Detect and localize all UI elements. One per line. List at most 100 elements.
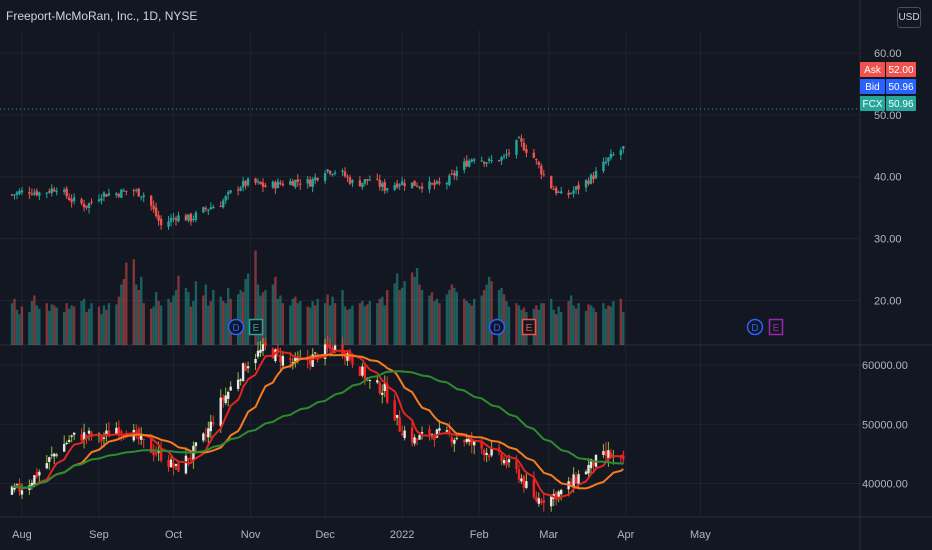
candle-body <box>589 458 593 469</box>
quote-ask: Ask 52.00 <box>860 62 916 77</box>
candle-body <box>497 160 501 162</box>
candle-body <box>15 192 19 195</box>
candle-body <box>505 460 508 466</box>
volume-bar <box>15 309 19 345</box>
candle-body <box>85 435 88 437</box>
candle-body <box>540 500 543 503</box>
candle-body <box>346 176 349 178</box>
quote-label: FCX <box>863 99 883 110</box>
lower-pane-candles <box>10 335 625 512</box>
volume-bar <box>577 303 580 345</box>
event-marker-d: D <box>746 318 764 336</box>
volume-bar <box>415 268 419 345</box>
candle-body <box>358 180 362 187</box>
candle-body <box>351 180 354 184</box>
candle-body <box>378 382 381 394</box>
price-tick-label: 50.00 <box>874 110 902 122</box>
quote-value: 50.96 <box>888 82 913 93</box>
volume-bar <box>403 281 406 345</box>
candle-body <box>453 173 456 176</box>
candle-body <box>142 195 145 197</box>
candle-body <box>358 366 362 376</box>
candle-body <box>584 180 588 188</box>
time-tick-label: Mar <box>539 529 558 541</box>
volume-bar <box>418 284 421 345</box>
volume-bar <box>485 284 488 345</box>
volume-bar <box>167 298 170 345</box>
candle-body <box>289 358 292 360</box>
candle-body <box>72 197 76 201</box>
candle-body <box>410 182 414 188</box>
candle-body <box>622 455 625 460</box>
candle-body <box>395 183 399 188</box>
candle-body <box>328 170 332 174</box>
candle-body <box>400 433 404 436</box>
quote-labels: Ask 52.00 Bid 50.96 FCX 50.96 <box>860 62 916 111</box>
candle-body <box>395 414 399 418</box>
candle-body <box>177 215 180 222</box>
event-marker-letter: E <box>253 323 260 334</box>
volume-bar <box>413 276 416 345</box>
candle-body <box>174 218 178 221</box>
event-marker-e: E <box>521 318 537 336</box>
candle-body <box>172 463 175 469</box>
candle-body <box>376 178 379 180</box>
candle-body <box>10 194 14 196</box>
volume-bar <box>241 292 245 345</box>
volume-bar <box>515 303 518 345</box>
candle-body <box>154 207 158 217</box>
candle-body <box>159 447 163 461</box>
candle-body <box>540 165 543 175</box>
volume-bar <box>135 284 138 345</box>
candle-body <box>323 344 327 359</box>
candle-body <box>107 430 111 437</box>
candle-body <box>207 209 210 211</box>
candle-body <box>313 352 317 354</box>
volume-bar <box>346 309 349 345</box>
lower-price-tick-label: 60000.00 <box>862 360 908 372</box>
volume-bar <box>395 273 399 345</box>
candle-body <box>306 179 309 184</box>
candle-body <box>311 354 314 367</box>
candle-body <box>224 395 227 404</box>
volume-bar <box>594 312 598 345</box>
volume-bar <box>552 309 555 345</box>
time-tick-label: Sep <box>89 529 109 541</box>
candle-body <box>279 354 282 363</box>
candle-body <box>418 186 421 188</box>
volume-bar <box>420 290 424 345</box>
currency-button[interactable]: USD <box>897 7 921 28</box>
candle-body <box>271 348 275 359</box>
event-marker-d: D <box>227 318 245 336</box>
volume-bar <box>557 306 560 345</box>
candle-body <box>117 194 121 197</box>
axes: 60.00 50.00 40.00 30.00 20.00 60000.00 50000.0… <box>12 48 908 541</box>
candle-body <box>341 344 344 355</box>
candle-body <box>403 183 406 187</box>
candle-body <box>463 440 466 443</box>
candle-body <box>244 180 247 186</box>
volume-bar <box>169 302 173 345</box>
candle-body <box>87 203 91 209</box>
volume-bar <box>291 298 295 345</box>
candle-body <box>587 180 590 184</box>
volume-bar <box>445 294 449 345</box>
candle-body <box>80 434 83 441</box>
ma-line-1 <box>11 353 624 490</box>
candle-body <box>537 161 541 165</box>
candle-body <box>20 490 24 495</box>
candle-body <box>574 186 578 190</box>
volume-bar <box>326 294 329 345</box>
candle-body <box>602 161 605 171</box>
volume-bar <box>107 303 111 345</box>
candle-body <box>50 188 53 193</box>
volume-bar <box>276 298 280 345</box>
price-tick-label: 60.00 <box>874 48 902 60</box>
candle-body <box>159 218 163 226</box>
volume-bar <box>33 295 36 345</box>
volume-bar <box>482 290 486 345</box>
price-tick-label: 20.00 <box>874 295 902 307</box>
volume-bar <box>115 304 118 345</box>
volume-bar <box>376 303 379 345</box>
